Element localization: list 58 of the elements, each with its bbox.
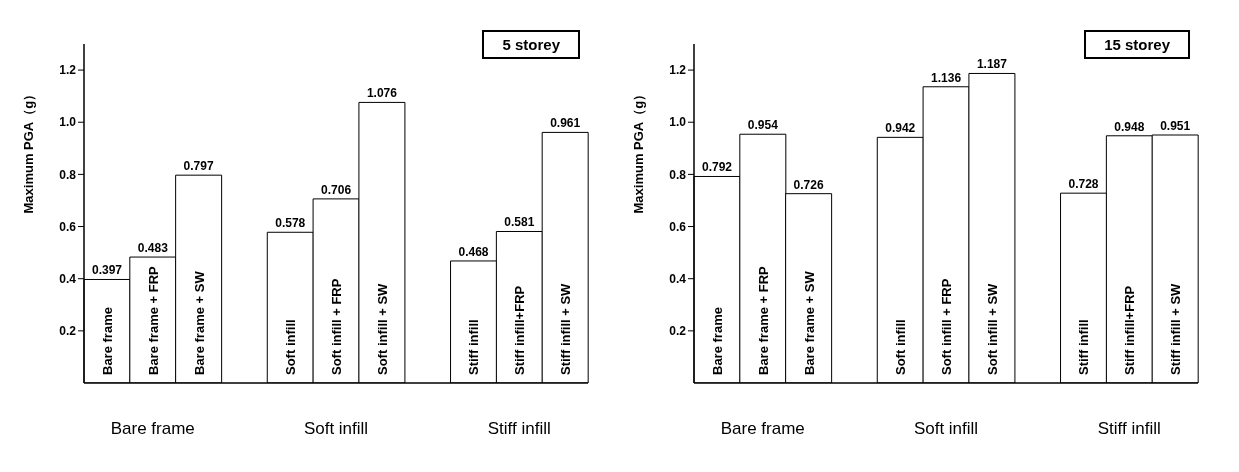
data-label: 0.728 [1068, 177, 1099, 192]
data-label: 0.397 [91, 263, 123, 278]
data-label: 0.578 [275, 216, 306, 231]
y-tick-label: 0.8 [669, 167, 687, 182]
y-tick-label: 0.8 [59, 167, 77, 182]
data-label: 0.951 [1160, 119, 1191, 134]
y-tick-label: 1.2 [669, 63, 687, 78]
x-tick-label: Soft infill + FRP [329, 278, 344, 375]
y-tick-label: 0.4 [669, 271, 687, 286]
data-label: 0.948 [1114, 119, 1145, 134]
y-tick-label: 1.0 [669, 115, 687, 130]
text: Soft infill [302, 419, 370, 439]
data-label: 1.187 [976, 57, 1008, 72]
x-tick-label: Stiff infill+FRP [512, 285, 528, 375]
chart-title: 15 storey [1084, 30, 1190, 59]
y-tick-label: 1.0 [59, 115, 77, 130]
x-tick-label: Bare frame [99, 307, 115, 375]
x-tick-label: Stiff infill + SW [558, 282, 574, 375]
y-tick-label: 0.6 [59, 219, 77, 234]
x-tick-label: Bare frame + FRP [145, 265, 161, 375]
y-tick-label: 0.2 [669, 324, 687, 339]
y-tick-label: 0.4 [59, 271, 77, 286]
text: Stiff infill [1096, 419, 1162, 439]
data-label: 0.954 [747, 118, 779, 133]
data-label: 0.581 [504, 215, 535, 230]
y-tick-label: 0.6 [669, 219, 687, 234]
x-tick-label: Bare frame + FRP [755, 265, 771, 375]
data-label: 0.792 [701, 160, 733, 175]
chart-title: 5 storey [482, 30, 580, 59]
data-label: 0.942 [885, 121, 916, 136]
text: Bare frame [719, 419, 806, 439]
y-tick-label: 0.2 [59, 324, 77, 339]
data-label: 0.706 [321, 182, 352, 197]
x-tick-label: Bare frame [709, 307, 725, 375]
y-tick-label: 1.2 [59, 63, 77, 78]
y-axis-title: Maximum PGA（g） [20, 87, 36, 214]
x-tick-label: Soft infill [283, 319, 299, 375]
x-tick-label: Soft infill + FRP [939, 278, 954, 375]
data-label: 0.961 [550, 116, 581, 131]
x-tick-label: Stiff infill [1076, 319, 1092, 375]
x-tick-label: Bare frame + SW [191, 270, 207, 375]
data-label: 0.726 [793, 177, 824, 192]
data-label: 0.468 [458, 244, 489, 259]
text: Soft infill [912, 419, 980, 439]
y-axis-title: Maximum PGA（g） [630, 87, 646, 214]
x-tick-label: Soft infill + SW [984, 282, 1000, 375]
text: Stiff infill [486, 419, 552, 439]
x-tick-label: Stiff infill+FRP [1122, 285, 1138, 375]
data-label: 0.483 [137, 241, 169, 256]
x-tick-label: Soft infill [893, 319, 909, 375]
x-tick-label: Stiff infill [466, 319, 482, 375]
x-tick-label: Soft infill + SW [374, 282, 390, 375]
data-label: 0.797 [183, 159, 214, 174]
text: Bare frame [109, 419, 196, 439]
x-tick-label: Bare frame + SW [801, 270, 817, 375]
x-tick-label: Stiff infill + SW [1168, 282, 1184, 375]
data-label: 1.076 [366, 86, 398, 101]
data-label: 1.136 [931, 70, 962, 85]
